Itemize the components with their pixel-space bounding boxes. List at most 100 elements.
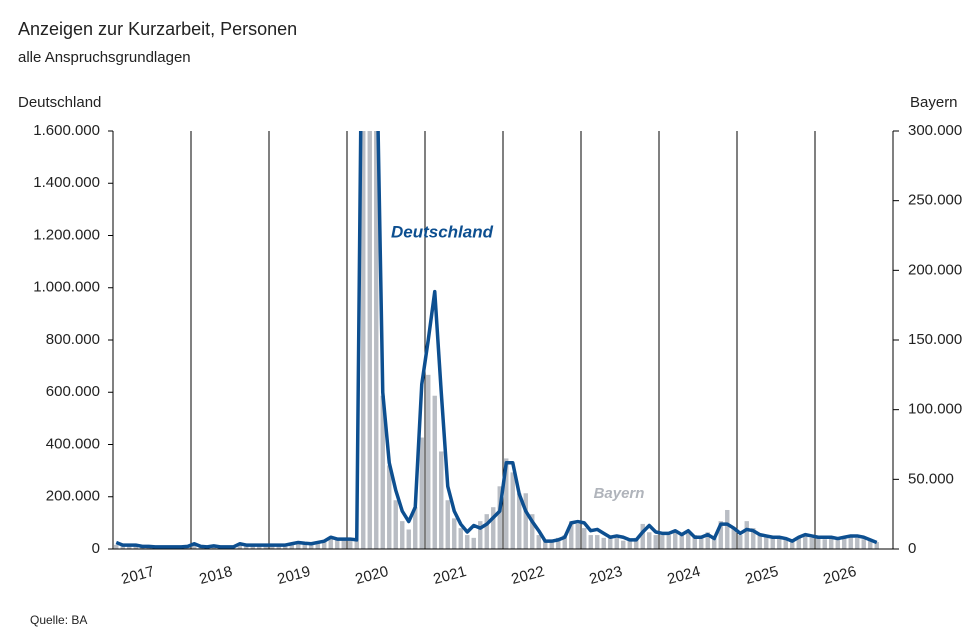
- bar: [718, 521, 723, 549]
- annotation: Bayern: [594, 485, 645, 502]
- bar: [406, 529, 411, 549]
- bar: [536, 535, 541, 549]
- source: Quelle: BA: [30, 613, 87, 627]
- bar: [764, 536, 769, 549]
- bar: [276, 544, 281, 549]
- bar: [244, 544, 249, 549]
- bar: [835, 539, 840, 549]
- bar: [738, 535, 743, 549]
- bar: [432, 395, 437, 549]
- bar: [822, 539, 827, 549]
- y-tick-label: 1.600.000: [33, 122, 100, 139]
- bar: [458, 528, 463, 549]
- bar: [374, 131, 379, 549]
- bar: [595, 535, 600, 549]
- bar: [679, 535, 684, 549]
- bar: [309, 543, 314, 549]
- y-tick-label: 1.000.000: [33, 279, 100, 296]
- bar: [842, 537, 847, 549]
- bar: [569, 521, 574, 549]
- bar: [484, 514, 489, 549]
- bar: [413, 507, 418, 549]
- bar: [270, 544, 275, 549]
- bar: [666, 535, 671, 549]
- bar: [263, 544, 268, 549]
- bar: [868, 540, 873, 549]
- bar: [478, 521, 483, 549]
- bar: [803, 536, 808, 549]
- bar: [848, 536, 853, 549]
- bar: [452, 518, 457, 549]
- bar: [855, 537, 860, 549]
- bar: [328, 536, 333, 549]
- bar: [582, 528, 587, 549]
- bar: [471, 537, 476, 549]
- bar: [744, 521, 749, 549]
- y-tick-label: 600.000: [46, 383, 100, 400]
- y2-tick-label: 50.000: [908, 470, 954, 487]
- bar: [517, 493, 522, 549]
- y2-tick-label: 300.000: [908, 122, 962, 139]
- y2-tick-label: 250.000: [908, 192, 962, 209]
- bar: [354, 540, 359, 549]
- bar: [335, 539, 340, 549]
- bar: [757, 535, 762, 549]
- chart-subtitle: alle Anspruchsgrundlagen: [18, 49, 191, 66]
- bar: [283, 544, 288, 549]
- bar: [608, 537, 613, 549]
- bar: [445, 500, 450, 549]
- bar: [296, 542, 301, 549]
- bar: [829, 537, 834, 549]
- bar: [465, 535, 470, 549]
- bar: [315, 542, 320, 549]
- bar: [588, 535, 593, 549]
- bar: [504, 458, 509, 549]
- bar: [712, 537, 717, 549]
- bar: [634, 537, 639, 549]
- bar: [874, 542, 879, 549]
- y2-axis-label: Bayern: [910, 94, 958, 111]
- bar: [348, 539, 353, 549]
- bar: [367, 131, 372, 549]
- bar: [387, 465, 392, 549]
- bar: [692, 535, 697, 549]
- bar: [627, 540, 632, 549]
- bar: [257, 544, 262, 549]
- bar: [686, 532, 691, 549]
- y2-tick-label: 0: [908, 540, 916, 557]
- bar: [640, 523, 645, 549]
- bar: [549, 540, 554, 549]
- bar: [751, 528, 756, 549]
- bar: [322, 540, 327, 549]
- bar: [400, 521, 405, 549]
- y-tick-label: 400.000: [46, 435, 100, 452]
- bar: [491, 507, 496, 549]
- annotation: Deutschland: [391, 222, 494, 241]
- bar: [556, 537, 561, 549]
- bar: [725, 509, 730, 549]
- bar: [393, 500, 398, 549]
- bar: [380, 395, 385, 549]
- y2-tick-label: 150.000: [908, 331, 962, 348]
- bar: [673, 532, 678, 549]
- y-tick-label: 0: [92, 540, 100, 557]
- bar: [302, 543, 307, 549]
- bar: [705, 532, 710, 549]
- bar: [562, 535, 567, 549]
- bar: [237, 543, 242, 549]
- bar: [770, 537, 775, 549]
- bar: [133, 546, 138, 549]
- bar: [341, 539, 346, 549]
- bar: [816, 537, 821, 549]
- y2-tick-label: 100.000: [908, 401, 962, 418]
- y-tick-label: 1.200.000: [33, 226, 100, 243]
- bar: [861, 539, 866, 549]
- bar: [419, 437, 424, 549]
- bar: [647, 532, 652, 549]
- bar: [614, 537, 619, 549]
- bar: [653, 535, 658, 549]
- bar: [192, 543, 197, 549]
- bar: [289, 543, 294, 549]
- bar: [790, 540, 795, 549]
- bar: [731, 528, 736, 549]
